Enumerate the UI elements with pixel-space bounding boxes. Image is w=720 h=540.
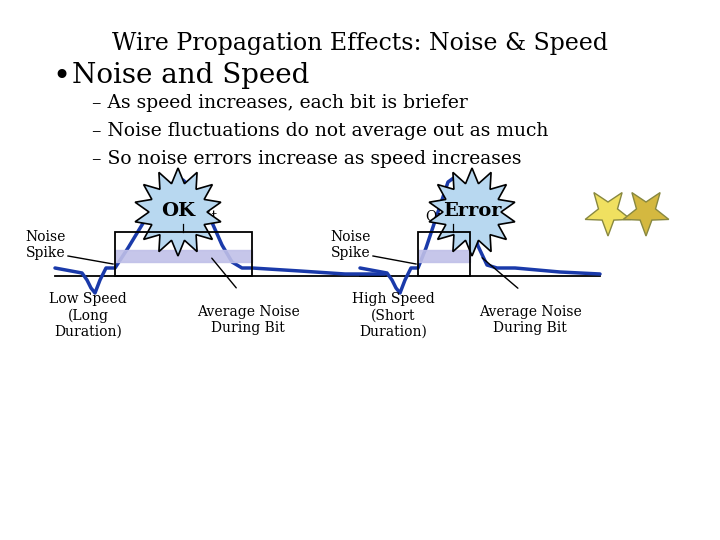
Polygon shape bbox=[585, 193, 631, 236]
Polygon shape bbox=[429, 168, 515, 256]
Text: High Speed
(Short
Duration): High Speed (Short Duration) bbox=[351, 292, 434, 339]
Text: Error: Error bbox=[443, 202, 501, 220]
Polygon shape bbox=[624, 193, 669, 236]
Text: One Bit: One Bit bbox=[426, 210, 480, 224]
Polygon shape bbox=[135, 168, 221, 256]
Text: Average Noise
During Bit: Average Noise During Bit bbox=[479, 305, 581, 335]
Text: •: • bbox=[52, 62, 70, 93]
Text: Low Speed
(Long
Duration): Low Speed (Long Duration) bbox=[49, 292, 127, 339]
Text: Noise and Speed: Noise and Speed bbox=[72, 62, 310, 89]
Text: – So noise errors increase as speed increases: – So noise errors increase as speed incr… bbox=[92, 150, 521, 168]
Text: – Noise fluctuations do not average out as much: – Noise fluctuations do not average out … bbox=[92, 122, 549, 140]
Text: Noise
Spike: Noise Spike bbox=[26, 230, 66, 260]
Text: OK: OK bbox=[161, 202, 195, 220]
Text: Wire Propagation Effects: Noise & Speed: Wire Propagation Effects: Noise & Speed bbox=[112, 32, 608, 55]
Text: Noise
Spike: Noise Spike bbox=[330, 230, 372, 260]
Text: Average Noise
During Bit: Average Noise During Bit bbox=[197, 305, 300, 335]
Text: One Bit: One Bit bbox=[163, 210, 217, 224]
Text: – As speed increases, each bit is briefer: – As speed increases, each bit is briefe… bbox=[92, 94, 468, 112]
